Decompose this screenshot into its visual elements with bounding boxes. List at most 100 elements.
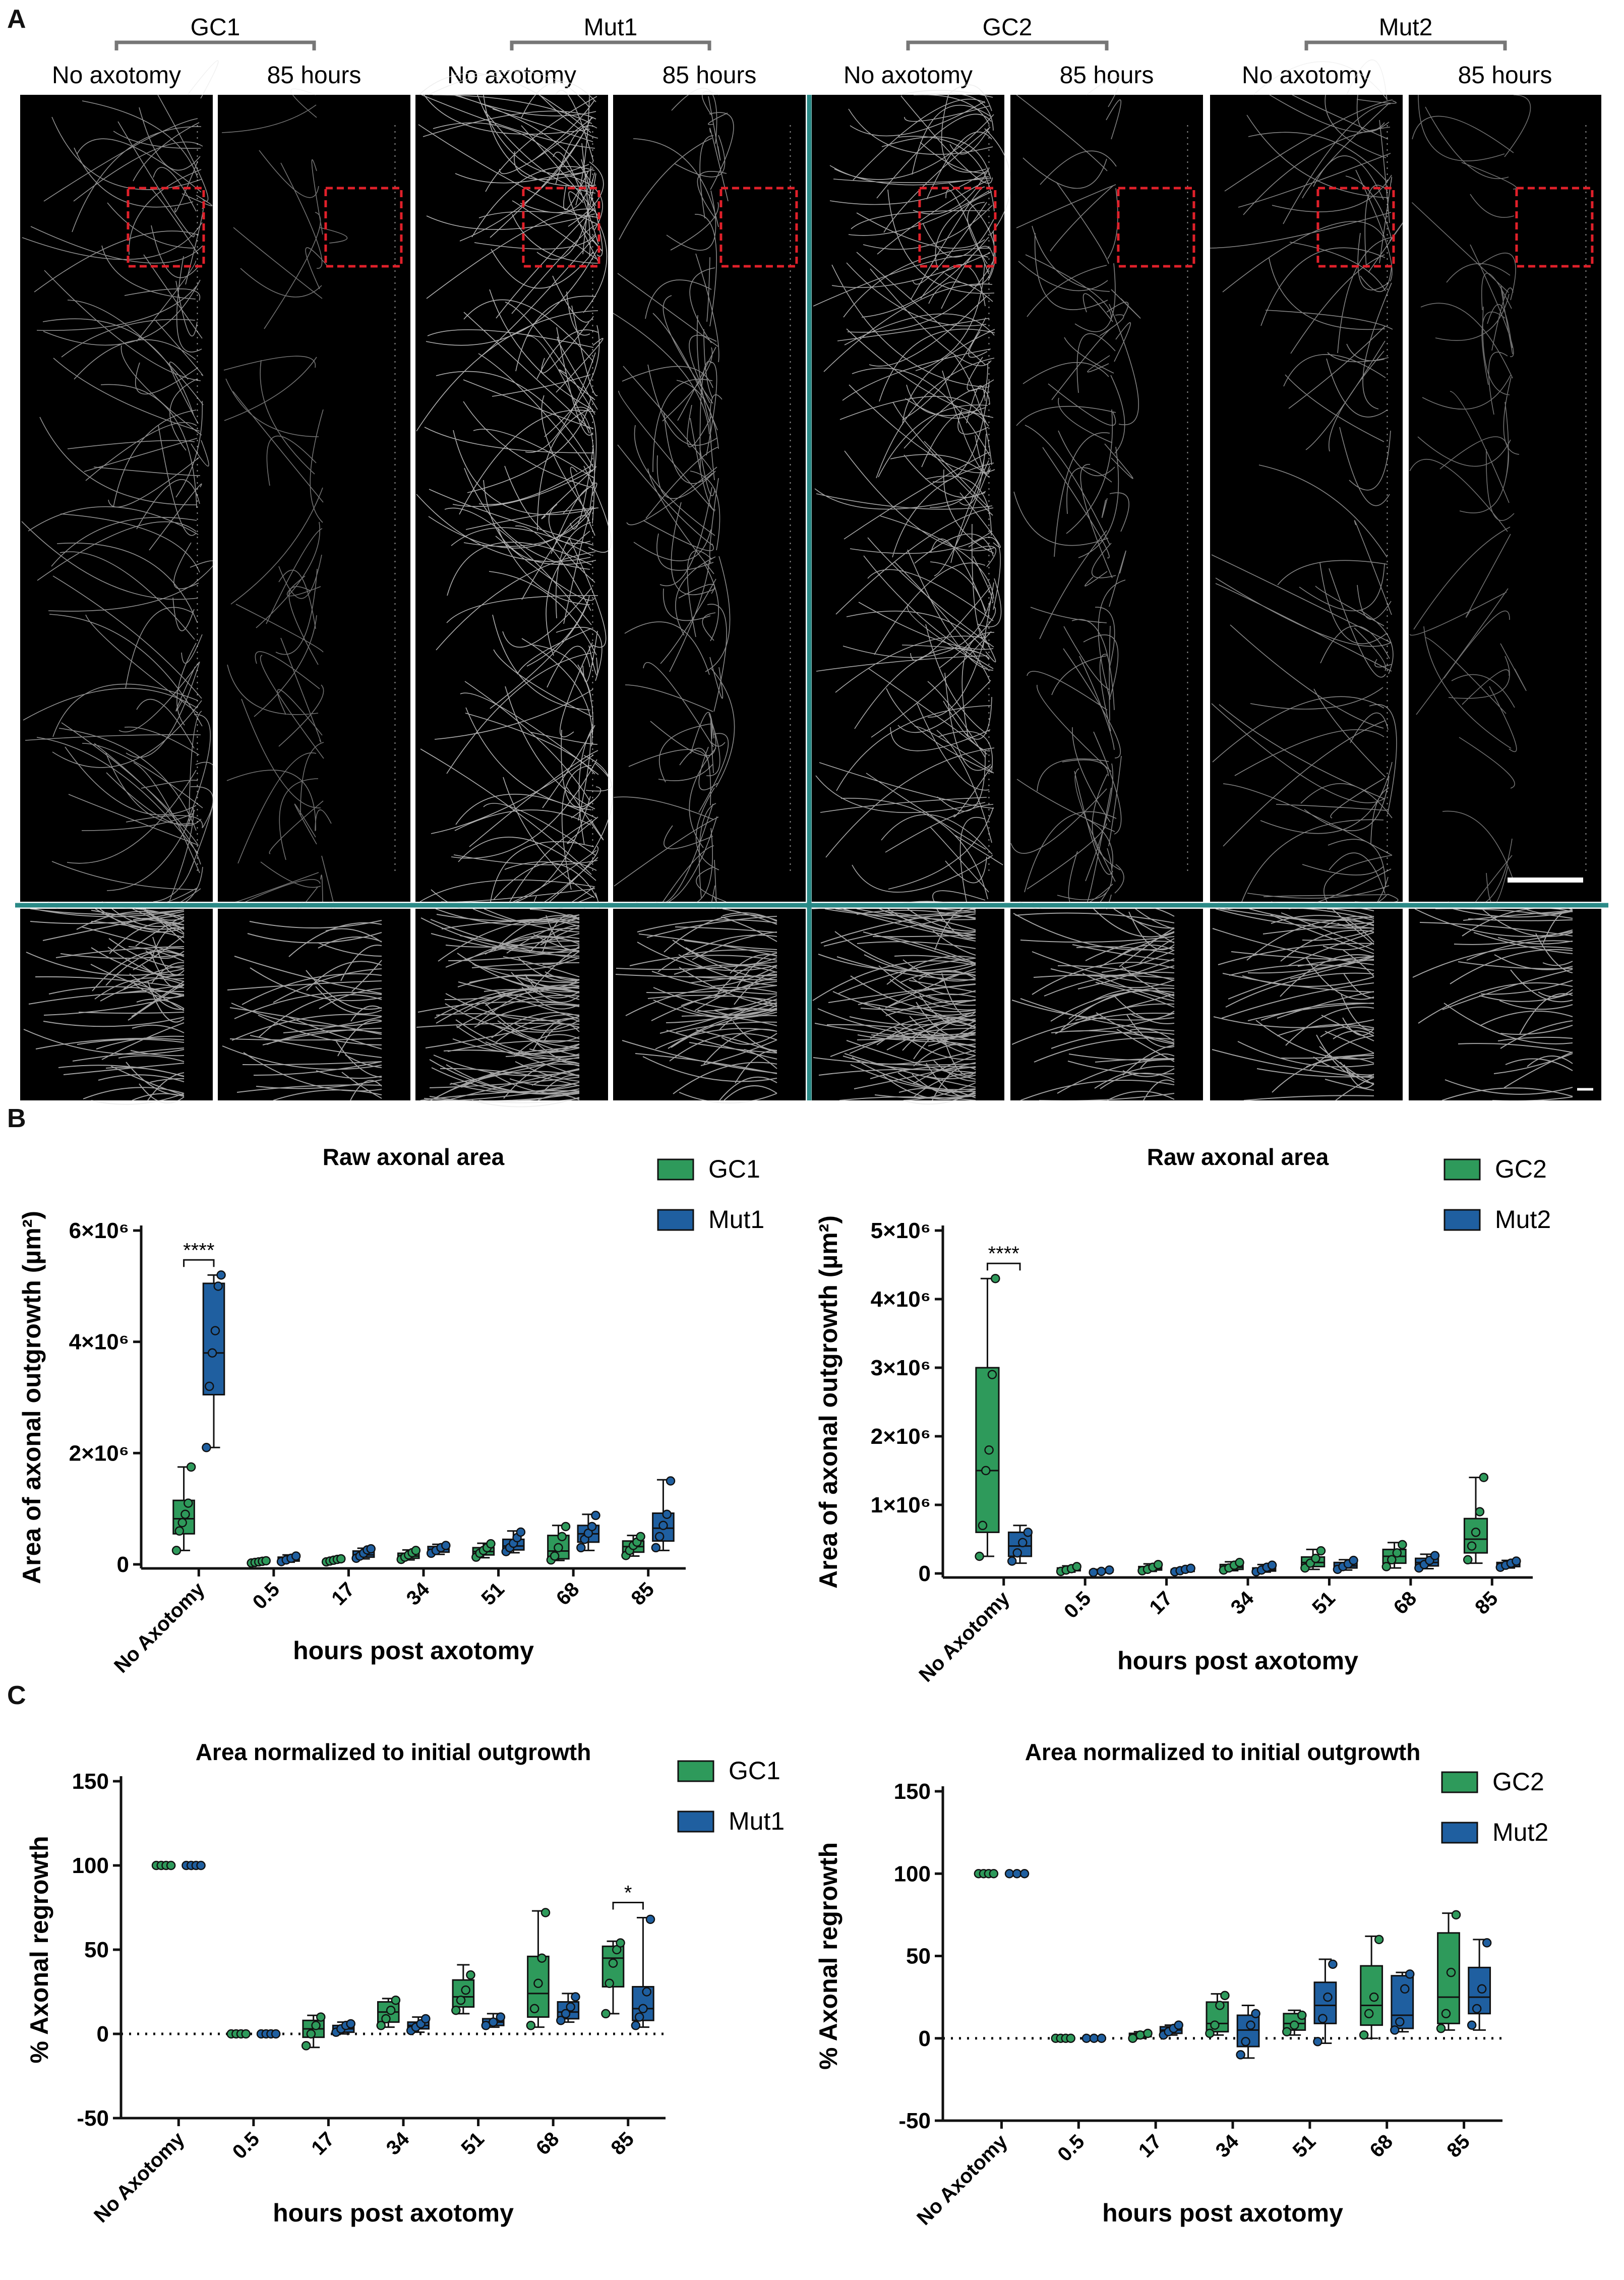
y-tick-label: 50 [906,1944,931,1969]
data-point [1104,1565,1114,1575]
box-GC1 [526,1908,551,2030]
panel-letter-c: C [7,1681,26,1710]
data-point [1004,1869,1014,1879]
significance-label: **** [988,1243,1019,1265]
data-point [1012,1869,1022,1879]
y-axis-label: Area of axonal outgrowth (µm²) [814,1215,843,1589]
data-point [984,1445,994,1455]
axon-traces [1010,77,1141,920]
data-point [1135,2030,1145,2040]
x-tick-label: 68 [1365,2130,1397,2162]
data-point [975,1551,984,1561]
data-point [441,1541,451,1550]
data-point [1323,1992,1333,2002]
x-tick-label: 68 [532,2128,564,2159]
x-tick-label: 51 [1289,2130,1320,2162]
zoom-background [1210,909,1403,1100]
y-tick-label: 0 [117,1552,129,1577]
roi-box [918,187,997,268]
data-point [177,1518,187,1528]
data-point [1395,2017,1405,2027]
box-GC1 [471,1539,496,1562]
data-point [601,2009,611,2019]
data-point [638,2004,648,2014]
x-tick-label: 51 [1308,1587,1340,1619]
box-Mut2 [1467,1938,1492,2031]
data-point [1290,2020,1299,2030]
box-GC2 [1056,1562,1081,1576]
x-tick-label: No Axotomy [90,2128,189,2227]
axon-traces [221,88,348,925]
data-point [486,1539,496,1549]
axon-traces [1210,59,1405,917]
legend-label: Mut2 [1495,1205,1551,1234]
micrograph-tile [812,84,1011,902]
data-point [1328,1959,1338,1969]
zoom-tile [415,908,608,1107]
chart-title: Raw axonal area [323,1144,505,1170]
roi-box [1316,187,1395,268]
data-point [990,1273,1000,1283]
x-tick-label: 85 [1471,1587,1502,1619]
data-point [989,1869,999,1879]
data-point [301,2041,311,2051]
y-tick-label: 2×10⁶ [871,1424,931,1449]
x-tick-label: 0.5 [228,2128,264,2163]
panel-letter-b: B [7,1104,26,1133]
data-point [587,1522,597,1532]
data-point [556,2016,566,2025]
condition-label: 85 hours [1060,62,1154,89]
data-point [1023,1528,1033,1537]
y-tick-label: -50 [77,2106,109,2131]
box-Mut1 [556,1992,580,2025]
legend-swatch [1443,1209,1481,1231]
roi-box [127,187,205,268]
box [202,1282,225,1395]
data-point [1205,2028,1215,2038]
box-Mut2 [1414,1551,1440,1573]
y-tick-label: 1×10⁶ [871,1493,931,1517]
box-Mut2 [1170,1563,1195,1576]
box-GC1 [451,1964,475,2015]
data-point [1153,1560,1163,1569]
zoom-tile [1409,904,1601,1102]
data-point [651,1543,661,1553]
y-tick-label: -50 [898,2109,931,2133]
micrograph-tile [1010,77,1203,920]
data-point [186,1462,196,1472]
box-Mut2 [1313,1958,1338,2047]
box-Mut2 [1236,2004,1260,2060]
data-point [1475,1507,1485,1516]
zoom-axon-traces [812,901,976,1105]
data-point [171,1546,182,1555]
x-tick-label: 17 [1134,2130,1166,2162]
data-point [411,1546,421,1555]
data-point [381,2014,391,2024]
data-point [1482,1938,1492,1948]
box-Mut1 [331,2019,355,2037]
micrograph-tile [1409,94,1601,913]
data-point [537,1953,547,1963]
data-point [166,1860,176,1870]
x-tick-label: 0.5 [249,1578,284,1613]
box-Mut2 [1089,1565,1114,1577]
data-point [1246,2020,1255,2030]
data-point [1374,1935,1384,1945]
condition-label: No axotomy [447,62,576,89]
data-point [1479,1473,1489,1482]
data-point [1392,1548,1402,1558]
data-point [1349,1555,1358,1565]
box-GC2 [1219,1557,1244,1575]
data-point [1210,2020,1220,2030]
legend-swatch [657,1158,694,1181]
data-point [291,1551,301,1561]
x-tick-label: 34 [1227,1587,1258,1619]
box [1437,1932,1460,2024]
data-point [207,1348,217,1358]
y-tick-label: 2×10⁶ [69,1441,129,1466]
data-point [366,1544,376,1554]
data-point [557,1532,567,1542]
micrograph-tile [1210,59,1405,917]
box-Mut1 [351,1544,376,1563]
data-point [461,1985,470,1995]
